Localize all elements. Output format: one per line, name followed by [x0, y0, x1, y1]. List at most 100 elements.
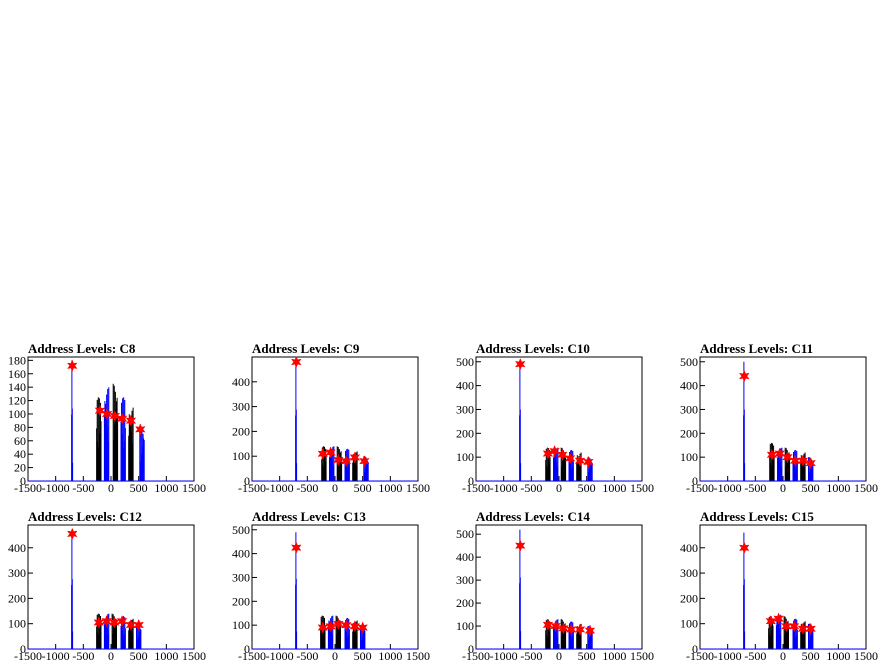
peak-marker [583, 455, 594, 469]
plot-frame [27, 356, 195, 482]
x-tick-label: -1000 [42, 481, 70, 495]
peak-marker [542, 618, 554, 632]
peak-marker [333, 617, 344, 631]
y-tick-label: 400 [8, 541, 26, 555]
x-tick-label: 1000 [378, 481, 402, 495]
spectrum-peak [344, 618, 350, 649]
peak-marker [550, 619, 561, 633]
peak-marker [797, 622, 809, 635]
x-tick-label: 500 [802, 649, 820, 663]
y-tick-label: 0 [244, 474, 250, 488]
spectrum-peak [120, 616, 126, 649]
panel-title: Address Levels: C15 [700, 509, 814, 524]
peak-marker [805, 456, 816, 470]
spectrum-peak [327, 615, 334, 649]
y-tick-label: 100 [680, 450, 698, 464]
spectrum-peak [335, 615, 341, 649]
y-tick-label: 100 [232, 618, 250, 632]
x-tick-label: 0 [108, 481, 114, 495]
peak-marker [66, 359, 78, 372]
x-tick-label: -1000 [266, 481, 294, 495]
x-tick-label: 0 [556, 649, 562, 663]
address-levels-panel: Address Levels: C10 0 100 200 300 400 500 -1500… [456, 341, 654, 495]
peak-marker [340, 455, 352, 468]
spectrum-peak [808, 457, 814, 481]
address-levels-panel: Address Levels: C12 0 100 200 300 400 -1500 -10… [8, 509, 206, 663]
x-tick-label: 1000 [154, 481, 178, 495]
spectrum-peak [321, 446, 327, 481]
peak-marker [125, 618, 137, 632]
peak-marker [549, 445, 560, 458]
peak-marker [94, 404, 106, 417]
spectrum-peak [96, 613, 102, 649]
spectrum-peak [103, 613, 110, 649]
spectrum-peak [329, 446, 335, 481]
y-tick-label: 300 [232, 570, 250, 584]
peak-marker [574, 454, 586, 467]
y-tick-label: 200 [232, 424, 250, 438]
y-tick-label: 400 [456, 379, 474, 393]
spectrum-peak [519, 529, 522, 649]
spectrum-peak [784, 447, 791, 481]
y-tick-label: 400 [456, 550, 474, 564]
y-tick-label: 100 [456, 450, 474, 464]
y-tick-label: 300 [680, 566, 698, 580]
x-tick-label: 1500 [182, 481, 206, 495]
y-tick-label: 40 [14, 447, 26, 461]
y-tick-label: 500 [680, 355, 698, 369]
x-tick-label: -1000 [42, 649, 70, 663]
plot-frame [699, 524, 867, 650]
x-tick-label: -1000 [490, 649, 518, 663]
peak-marker [773, 612, 784, 625]
peak-marker [340, 619, 352, 632]
x-tick-label: 0 [780, 649, 786, 663]
y-tick-label: 200 [8, 591, 26, 605]
peak-marker [781, 620, 792, 633]
x-tick-label: -1500 [686, 481, 714, 495]
x-tick-label: 500 [130, 481, 148, 495]
x-tick-label: -500 [520, 481, 542, 495]
spectrum-peak [71, 532, 74, 649]
plot-frame [475, 356, 643, 482]
peak-marker [558, 622, 569, 635]
x-tick-label: 1000 [602, 481, 626, 495]
peak-marker [135, 423, 146, 436]
peak-marker [574, 623, 586, 636]
y-tick-label: 100 [232, 449, 250, 463]
spectrum-peak [112, 383, 119, 481]
spectrum-peak [295, 362, 298, 481]
y-tick-label: 100 [8, 617, 26, 631]
spectrum-peak [111, 613, 117, 649]
address-levels-panel: Address Levels: C80204060801001201401601… [8, 341, 206, 495]
plot-frame [251, 524, 419, 650]
spectrum-peak [777, 447, 783, 481]
y-tick-label: 0 [692, 474, 698, 488]
spectrum-peak [800, 621, 806, 649]
peak-marker [116, 412, 128, 425]
y-tick-label: 140 [8, 380, 26, 394]
x-tick-label: 500 [354, 649, 372, 663]
spectrum-peak [352, 451, 358, 481]
spectrum-peak [519, 361, 522, 481]
panel-title: Address Levels: C10 [476, 341, 590, 356]
spectrum-peak [360, 625, 366, 649]
x-tick-label: -1500 [686, 649, 714, 663]
y-tick-label: 500 [456, 527, 474, 541]
peak-marker [290, 355, 302, 369]
y-tick-label: 200 [456, 426, 474, 440]
spectrum-peak [560, 447, 567, 481]
y-tick-label: 300 [680, 402, 698, 416]
spectrum-peak [363, 456, 369, 481]
y-tick-label: 400 [680, 541, 698, 555]
x-tick-label: -500 [744, 481, 766, 495]
peak-marker [514, 539, 526, 552]
y-tick-label: 300 [8, 566, 26, 580]
address-levels-panel: Address Levels: C14 0 100 200 300 400 500 -1500… [456, 509, 654, 663]
spectrum-peak [800, 452, 806, 481]
x-tick-label: -1000 [490, 481, 518, 495]
x-tick-label: 0 [556, 481, 562, 495]
spectrum-peak [743, 532, 746, 649]
x-tick-label: -500 [520, 649, 542, 663]
spectrum-peak [587, 626, 593, 649]
